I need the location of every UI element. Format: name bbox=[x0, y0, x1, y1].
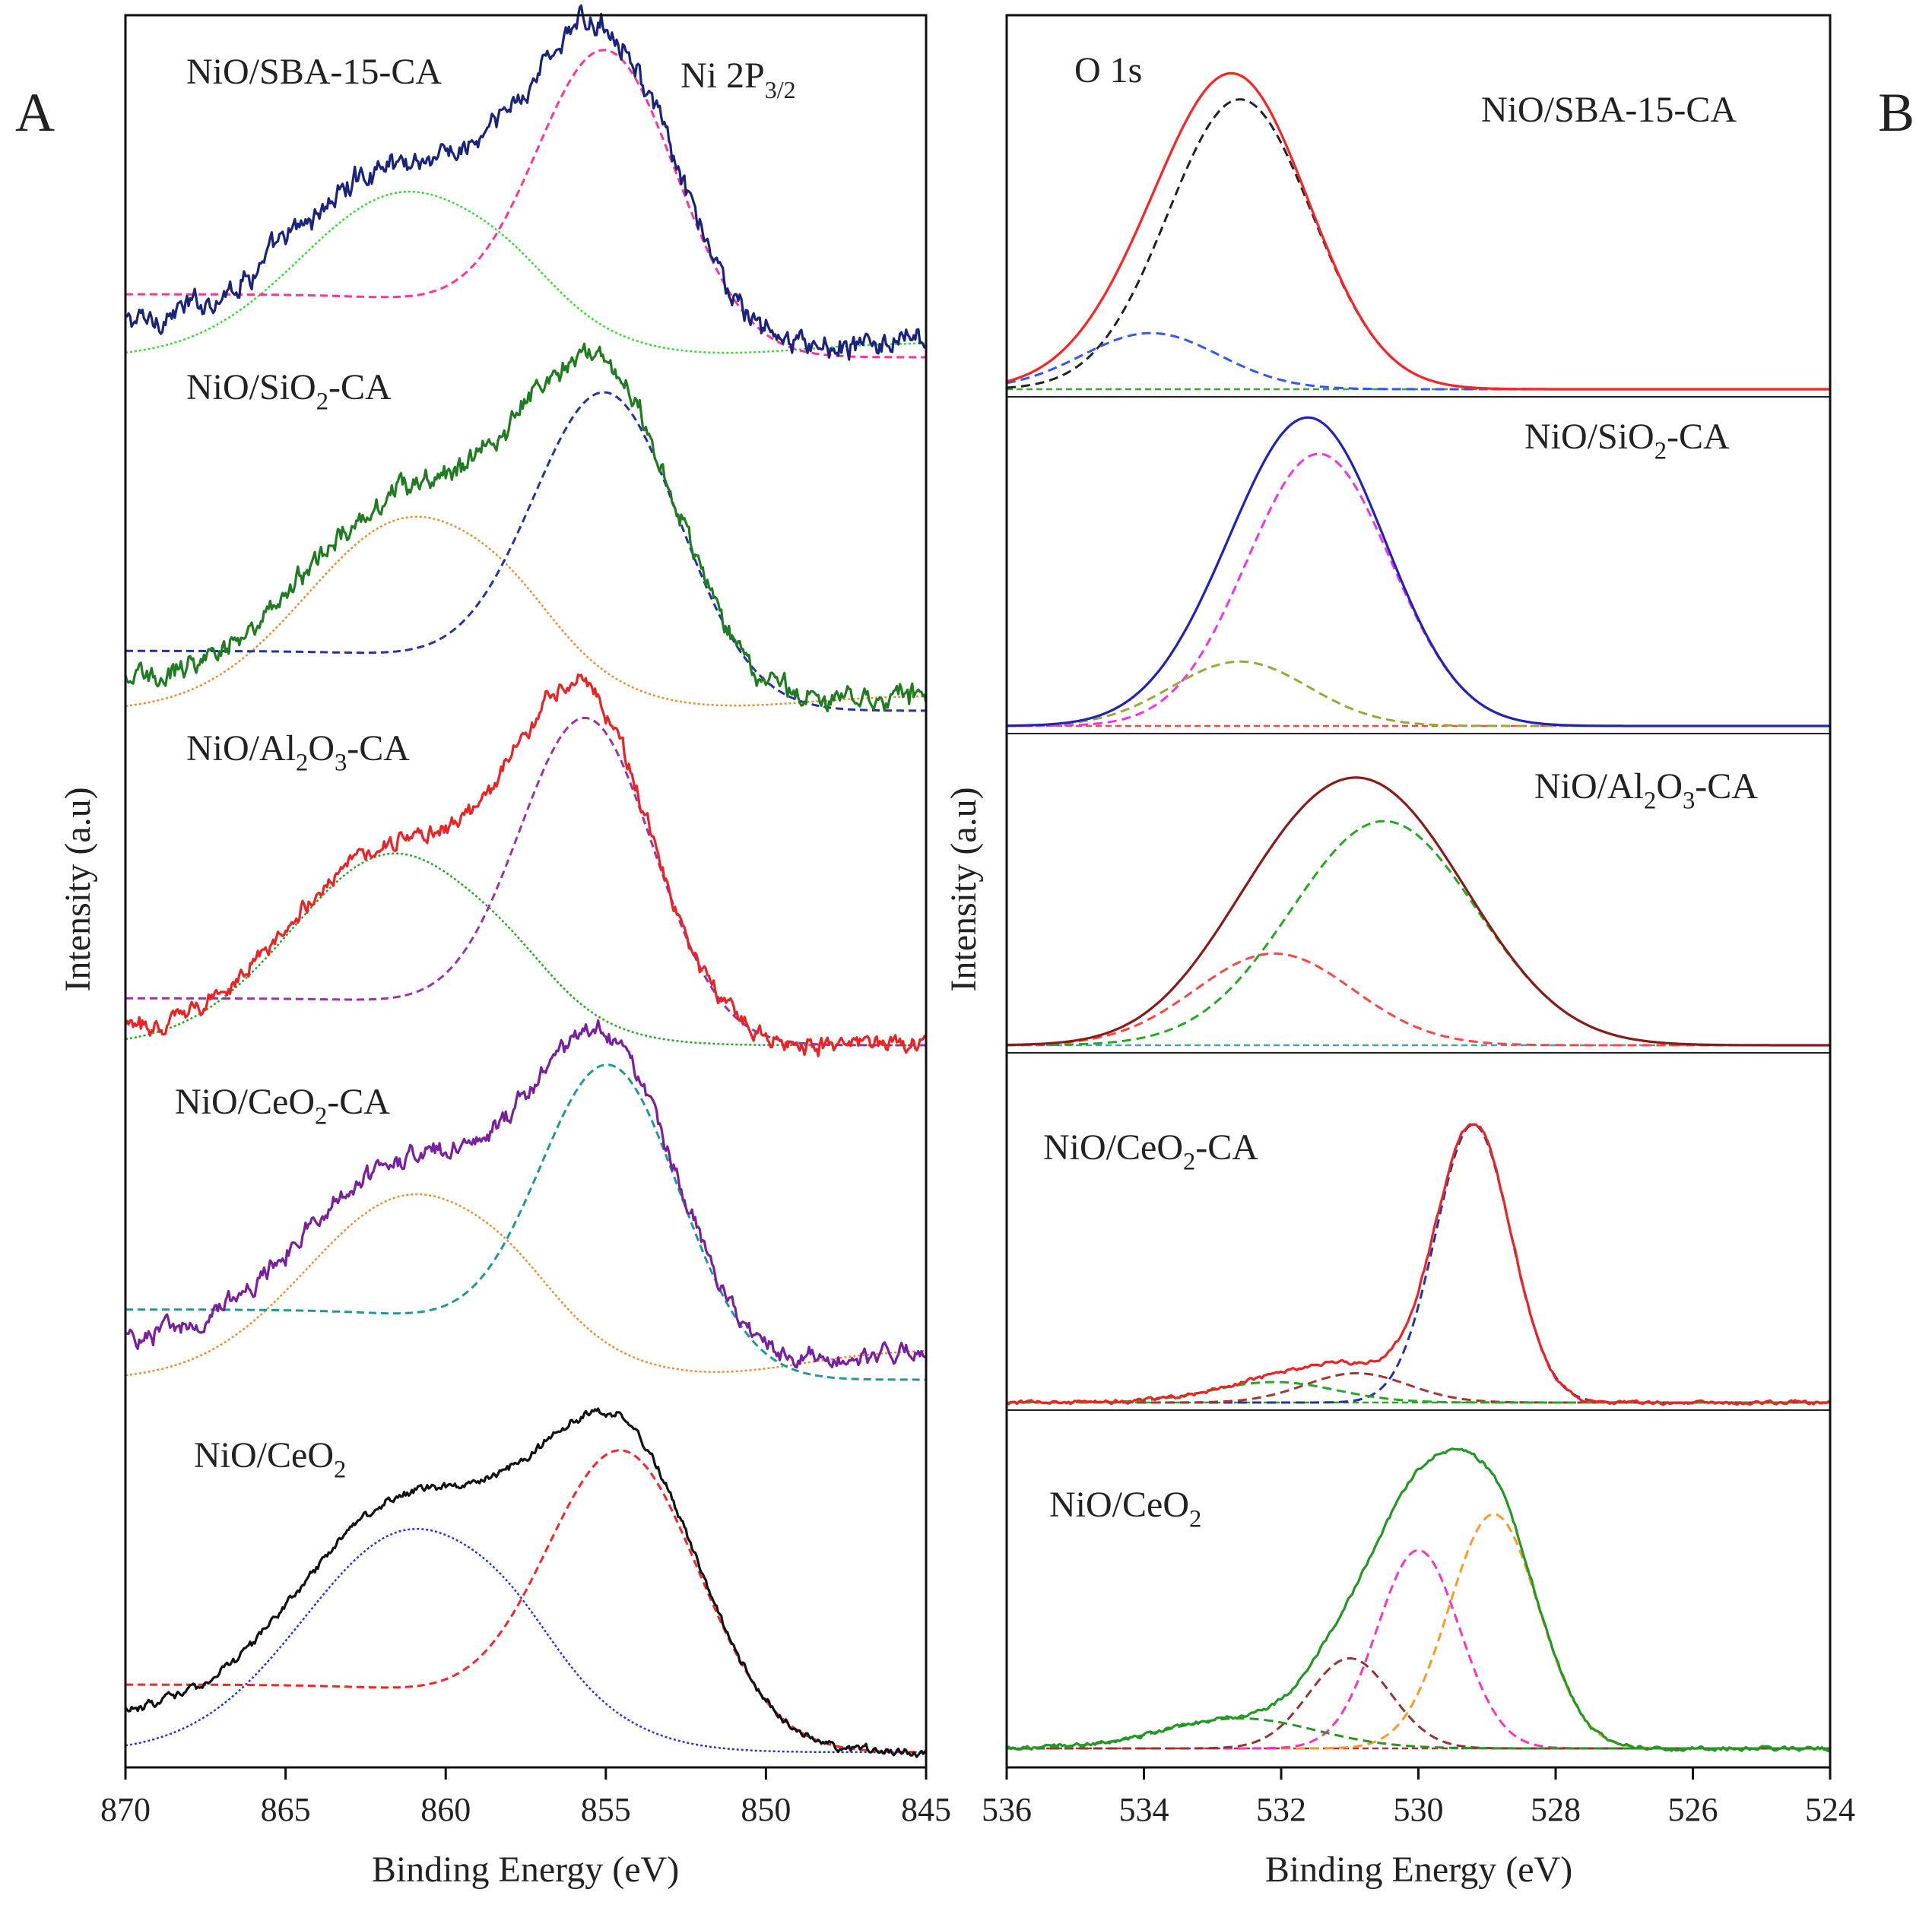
panel-b-x-tick-label: 528 bbox=[1531, 1791, 1581, 1828]
panel-a-trace-group: NiO/SBA-15-CA bbox=[125, 4, 927, 361]
panel-b-envelope-line bbox=[1007, 416, 1830, 727]
panel-a-x-tick-label: 850 bbox=[741, 1791, 791, 1828]
panel-b-x-tick-label: 536 bbox=[982, 1791, 1032, 1828]
panel-a-x-tick-label: 865 bbox=[261, 1791, 311, 1828]
panel-a-ni2p-chart: NiO/SBA-15-CA NiO/SiO2-CA NiO/Al2O3-CA NiO/… bbox=[58, 4, 951, 1890]
panel-b-envelope-line bbox=[1007, 776, 1830, 1047]
panel-a-trace-label: NiO/SBA-15-CA bbox=[186, 52, 442, 92]
panel-a-spectrum-line bbox=[125, 4, 927, 361]
panel-b-trace-label: NiO/SiO2-CA bbox=[1524, 417, 1730, 464]
panel-a-annotation: Ni 2P3/2 bbox=[680, 55, 796, 103]
panel-a-trace-group: NiO/CeO2-CA bbox=[125, 1019, 927, 1381]
panel-b-trace-group: NiO/SiO2-CA bbox=[1007, 416, 1830, 727]
panel-b-component-fit bbox=[1006, 98, 1830, 391]
panel-b-o1s-chart: NiO/SBA-15-CA NiO/SiO2-CA NiO/Al2O3-CA NiO/… bbox=[944, 14, 1855, 1890]
panel-a-spectrum-line bbox=[124, 1407, 928, 1758]
panel-a-trace-label: NiO/SiO2-CA bbox=[186, 367, 392, 415]
panel-a-satellite-fit bbox=[125, 852, 926, 1047]
panel-b-x-tick-label: 532 bbox=[1256, 1791, 1306, 1828]
panel-b-trace-group: NiO/Al2O3-CA bbox=[1007, 766, 1830, 1047]
panel-a-x-axis: 870 865 860 855 850 845 bbox=[100, 1767, 951, 1828]
panel-b-trace-group: NiO/CeO2-CA bbox=[1006, 1123, 1831, 1406]
panel-a-trace-label: NiO/CeO2-CA bbox=[175, 1082, 390, 1130]
panel-b-x-tick-label: 534 bbox=[1119, 1791, 1169, 1828]
panel-b-envelope-line bbox=[1006, 1123, 1831, 1406]
panel-a-xlabel: Binding Energy (eV) bbox=[372, 1850, 679, 1890]
panel-a-satellite-fit bbox=[125, 1193, 927, 1377]
panel-b-component-fit bbox=[1006, 331, 1830, 391]
panel-a-ylabel: Intensity (a.u) bbox=[58, 787, 98, 991]
panel-b-trace-label: NiO/Al2O3-CA bbox=[1534, 766, 1758, 814]
panel-b-trace-group: NiO/CeO2 bbox=[1006, 1447, 1831, 1752]
panel-b-envelope-line bbox=[1006, 1447, 1831, 1752]
panel-b-letter: B bbox=[1878, 82, 1915, 143]
panel-a-letter: A bbox=[15, 82, 55, 143]
panel-a-satellite-fit bbox=[125, 190, 927, 354]
panel-a-spectrum-line bbox=[124, 673, 928, 1057]
panel-b-traces: NiO/SBA-15-CA NiO/SiO2-CA NiO/Al2O3-CA NiO/… bbox=[1006, 71, 1831, 1752]
panel-a-spectrum-line bbox=[124, 342, 928, 713]
panel-b-x-tick-label: 526 bbox=[1668, 1791, 1718, 1828]
panel-a-frame bbox=[124, 14, 928, 1769]
panel-b-trace-label: NiO/SBA-15-CA bbox=[1481, 90, 1737, 130]
panel-b-xlabel: Binding Energy (eV) bbox=[1265, 1850, 1572, 1890]
panel-a-trace-group: NiO/CeO2 bbox=[124, 1407, 928, 1758]
panel-a-main-peak-fit bbox=[125, 1449, 926, 1754]
panel-a-main-peak-fit bbox=[125, 1063, 926, 1381]
panel-a-spectrum-line bbox=[125, 1019, 927, 1369]
panel-b-envelope-line bbox=[1006, 71, 1830, 391]
panel-a-main-peak-fit bbox=[125, 391, 927, 712]
panel-a-x-tick-label: 870 bbox=[100, 1791, 151, 1828]
panel-b-ylabel: Intensity (a.u) bbox=[944, 787, 984, 991]
panel-a-trace-group: NiO/Al2O3-CA bbox=[124, 673, 928, 1057]
panel-b-dividers bbox=[1007, 396, 1830, 1411]
panel-a-trace-label: NiO/Al2O3-CA bbox=[186, 728, 410, 776]
panel-a-traces: NiO/SBA-15-CA NiO/SiO2-CA NiO/Al2O3-CA NiO/… bbox=[124, 4, 928, 1758]
panel-b-annotation: O 1s bbox=[1074, 50, 1142, 90]
panel-a-x-tick-label: 845 bbox=[901, 1791, 951, 1828]
panel-b-trace-label: NiO/CeO2-CA bbox=[1043, 1127, 1258, 1175]
panel-b-x-tick-label: 524 bbox=[1805, 1791, 1855, 1828]
panel-b-trace-label: NiO/CeO2 bbox=[1049, 1485, 1201, 1533]
panel-b-x-axis: 536 534 532 530 528 526 524 bbox=[982, 1767, 1855, 1828]
panel-a-satellite-fit bbox=[125, 1528, 926, 1754]
panel-a-trace-label: NiO/CeO2 bbox=[194, 1435, 346, 1483]
panel-a-trace-group: NiO/SiO2-CA bbox=[124, 342, 928, 713]
panel-a-x-tick-label: 860 bbox=[420, 1791, 471, 1828]
panel-a-x-tick-label: 855 bbox=[581, 1791, 631, 1828]
panel-b-x-tick-label: 530 bbox=[1394, 1791, 1444, 1828]
panel-b-trace-group: NiO/SBA-15-CA bbox=[1006, 71, 1830, 391]
